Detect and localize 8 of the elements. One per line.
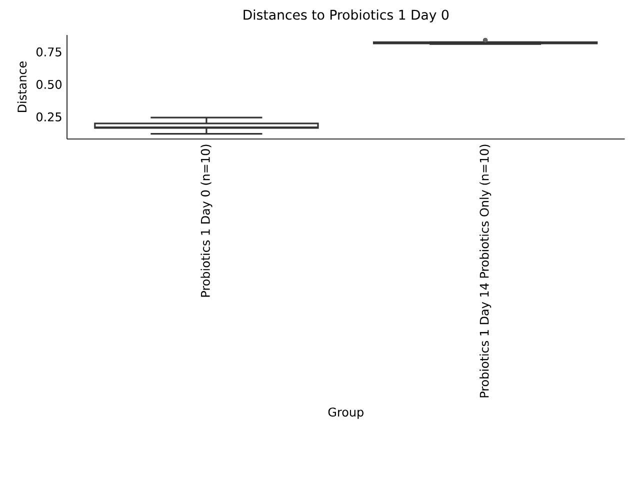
- x-tick-label: Probiotics 1 Day 0 (n=10): [200, 144, 212, 297]
- chart-title: Distances to Probiotics 1 Day 0: [244, 10, 449, 22]
- x-tick-label: Probiotics 1 Day 14 Probiotics Only (n=10): [480, 144, 492, 398]
- x-axis-title: Group: [328, 408, 364, 419]
- y-tick-label: 0.25: [36, 112, 62, 122]
- y-axis-title: Distance: [17, 62, 27, 112]
- y-tick-label: 0.50: [36, 80, 62, 89]
- y-tick-label: 0.75: [36, 47, 62, 56]
